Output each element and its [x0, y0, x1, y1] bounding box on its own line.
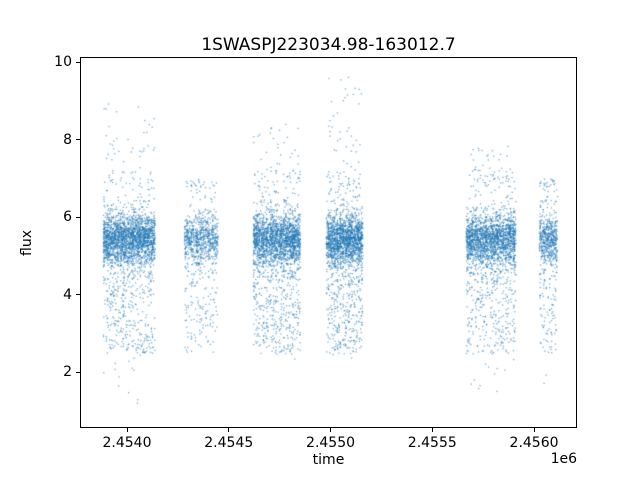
- y-axis-label: flux: [19, 230, 35, 256]
- x-tick-label: 2.4545: [204, 435, 254, 451]
- y-tick-mark: [76, 371, 80, 373]
- x-tick-mark: [126, 428, 128, 432]
- x-tick-label: 2.4540: [102, 435, 152, 451]
- x-tick-mark: [228, 428, 230, 432]
- y-tick-label: 4: [63, 286, 72, 303]
- y-tick-mark: [76, 294, 80, 296]
- x-tick-mark: [533, 428, 535, 432]
- chart-title: 1SWASPJ223034.98-163012.7: [201, 35, 456, 55]
- y-tick-label: 10: [54, 54, 72, 71]
- plot-area: [80, 57, 577, 428]
- scatter-canvas: [81, 58, 576, 427]
- y-tick-mark: [76, 216, 80, 218]
- y-tick-mark: [76, 61, 80, 63]
- y-tick-label: 8: [63, 131, 72, 148]
- x-tick-label: 2.4550: [306, 435, 356, 451]
- x-tick-mark: [431, 428, 433, 432]
- x-tick-label: 2.4555: [407, 435, 457, 451]
- x-axis-offset-label: 1e6: [550, 451, 577, 467]
- y-tick-mark: [76, 139, 80, 141]
- x-axis-label: time: [312, 452, 345, 468]
- x-tick-mark: [330, 428, 332, 432]
- x-tick-label: 2.4560: [509, 435, 559, 451]
- y-tick-label: 2: [63, 364, 72, 381]
- y-tick-label: 6: [63, 209, 72, 226]
